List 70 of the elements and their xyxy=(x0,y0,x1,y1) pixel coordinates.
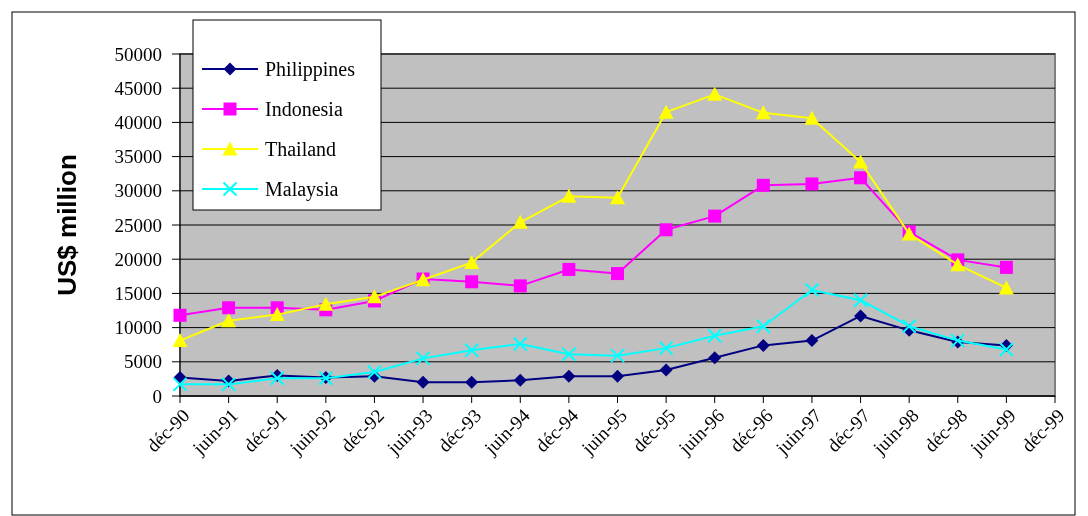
point xyxy=(415,350,431,366)
point xyxy=(756,338,770,352)
point xyxy=(756,178,770,192)
point xyxy=(172,376,188,392)
point xyxy=(366,364,382,380)
point xyxy=(854,171,868,185)
point xyxy=(464,255,480,270)
point xyxy=(853,292,869,308)
point xyxy=(707,86,723,101)
y-tick-label: 50000 xyxy=(114,43,162,65)
point xyxy=(172,333,188,348)
point xyxy=(708,351,722,365)
point xyxy=(853,154,869,169)
point xyxy=(416,375,430,389)
point xyxy=(464,342,480,358)
y-tick-label: 5000 xyxy=(124,351,162,373)
point xyxy=(269,307,285,322)
point xyxy=(998,280,1014,295)
point xyxy=(901,318,917,334)
point xyxy=(610,190,625,205)
y-tick-label: 15000 xyxy=(114,283,162,305)
point xyxy=(659,363,673,377)
y-tick-label: 45000 xyxy=(114,77,162,99)
legend-label: Malaysia xyxy=(265,178,339,201)
y-tick-label: 0 xyxy=(152,385,162,407)
point xyxy=(755,105,771,120)
y-tick-label: 25000 xyxy=(114,214,162,236)
legend-label: Indonesia xyxy=(265,98,343,120)
point xyxy=(562,262,576,276)
point xyxy=(465,275,479,289)
point xyxy=(659,223,673,237)
point xyxy=(269,370,285,386)
point xyxy=(221,376,237,392)
point xyxy=(805,334,819,348)
point xyxy=(512,336,528,352)
point xyxy=(611,267,624,281)
point xyxy=(658,340,674,356)
y-tick-label: 30000 xyxy=(114,180,162,202)
point xyxy=(998,341,1014,357)
point xyxy=(708,209,722,223)
point xyxy=(513,373,527,387)
point xyxy=(804,282,820,298)
point xyxy=(173,308,187,322)
y-tick-label: 35000 xyxy=(114,146,162,168)
y-tick-label: 20000 xyxy=(114,248,162,270)
y-tick-label: 10000 xyxy=(114,317,162,339)
point xyxy=(222,301,236,315)
point xyxy=(611,369,624,383)
point xyxy=(465,375,479,389)
point xyxy=(366,289,382,304)
legend-label: Philippines xyxy=(265,58,356,81)
point xyxy=(512,214,528,229)
point xyxy=(221,313,237,328)
point xyxy=(318,296,334,311)
point xyxy=(562,369,576,383)
point xyxy=(805,177,819,191)
point xyxy=(658,104,674,119)
y-tick-label: 40000 xyxy=(114,112,162,134)
point xyxy=(707,328,723,344)
point xyxy=(999,260,1013,274)
y-axis-title: US$ million xyxy=(52,154,82,296)
point xyxy=(610,348,625,364)
point xyxy=(561,346,577,362)
point xyxy=(950,257,966,272)
point xyxy=(804,110,820,125)
point xyxy=(755,318,771,334)
point xyxy=(513,279,527,293)
point xyxy=(561,188,577,203)
point xyxy=(854,309,868,323)
legend-label: Thailand xyxy=(265,138,337,160)
